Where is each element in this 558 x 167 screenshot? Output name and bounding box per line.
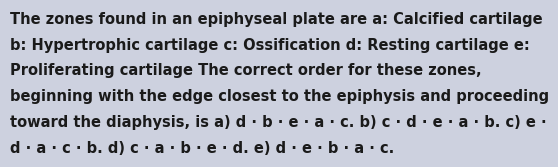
Text: b: Hypertrophic cartilage c: Ossification d: Resting cartilage e:: b: Hypertrophic cartilage c: Ossificatio… bbox=[10, 38, 530, 53]
Text: d · a · c · b. d) c · a · b · e · d. e) d · e · b · a · c.: d · a · c · b. d) c · a · b · e · d. e) … bbox=[10, 141, 395, 156]
Text: The zones found in an epiphyseal plate are a: Calcified cartilage: The zones found in an epiphyseal plate a… bbox=[10, 12, 543, 27]
Text: Proliferating cartilage The correct order for these zones,: Proliferating cartilage The correct orde… bbox=[10, 63, 482, 78]
Text: toward the diaphysis, is a) d · b · e · a · c. b) c · d · e · a · b. c) e ·: toward the diaphysis, is a) d · b · e · … bbox=[10, 115, 547, 130]
Text: beginning with the edge closest to the epiphysis and proceeding: beginning with the edge closest to the e… bbox=[10, 89, 549, 104]
